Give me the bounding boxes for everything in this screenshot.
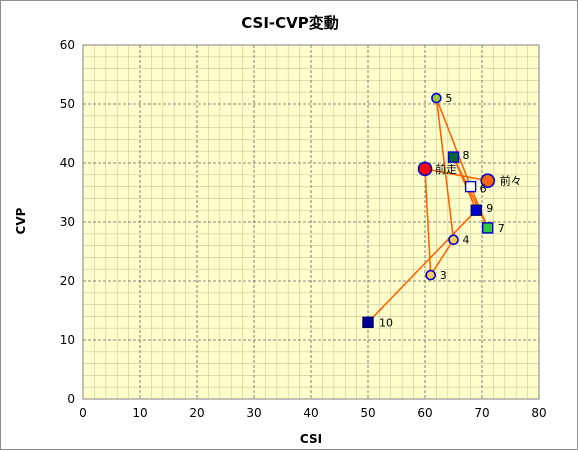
data-point-label: 9 — [486, 202, 493, 215]
x-tick-label: 50 — [360, 406, 375, 420]
data-point-label: 前々 — [500, 174, 522, 188]
x-tick-label: 20 — [189, 406, 204, 420]
y-tick-label: 50 — [60, 97, 75, 111]
y-tick-label: 0 — [67, 392, 75, 406]
data-point-marker — [480, 173, 496, 188]
data-point-label: 6 — [480, 183, 487, 196]
axes: 0 10 20 30 40 50 60 70 80 0 10 20 30 40 50 60 — [60, 38, 547, 420]
x-axis-label: CSI — [300, 432, 322, 446]
data-point-label: 3 — [440, 269, 447, 282]
data-point-marker — [482, 222, 494, 234]
x-tick-label: 80 — [531, 406, 546, 420]
grid-lines — [83, 45, 539, 399]
data-point-marker — [447, 151, 460, 163]
y-tick-label: 40 — [60, 156, 75, 170]
plot-border — [82, 44, 540, 400]
y-tick-label: 30 — [60, 215, 75, 229]
y-axis-label: CVP — [14, 207, 28, 234]
data-point-marker — [448, 234, 459, 245]
x-tick-label: 30 — [246, 406, 261, 420]
data-point-marker — [464, 180, 477, 193]
x-tick-label: 40 — [303, 406, 318, 420]
x-tick-label: 60 — [417, 406, 432, 420]
series-path — [367, 97, 489, 323]
x-tick-label: 0 — [79, 406, 87, 420]
data-points — [362, 92, 496, 328]
y-tick-label: 60 — [60, 38, 75, 52]
data-point-marker — [417, 161, 433, 177]
point-labels: 前々 前走 3 4 5 6 7 8 9 10 — [379, 92, 522, 329]
y-tick-label: 10 — [60, 333, 75, 347]
data-point-label: 10 — [379, 316, 393, 329]
data-point-label: 前走 — [435, 162, 457, 176]
x-tick-label: 70 — [474, 406, 489, 420]
y-tick-label: 20 — [60, 274, 75, 288]
series-line — [367, 97, 489, 323]
data-point-label: 8 — [463, 149, 470, 162]
data-point-marker — [362, 316, 374, 328]
data-point-marker — [470, 204, 482, 216]
data-point-label: 5 — [445, 92, 452, 105]
data-point-marker — [431, 92, 442, 104]
chart-title: CSI-CVP変動 — [241, 14, 339, 32]
x-tick-label: 10 — [132, 406, 147, 420]
data-point-label: 4 — [463, 234, 470, 247]
data-point-marker — [425, 269, 437, 281]
data-point-label: 7 — [498, 222, 505, 235]
